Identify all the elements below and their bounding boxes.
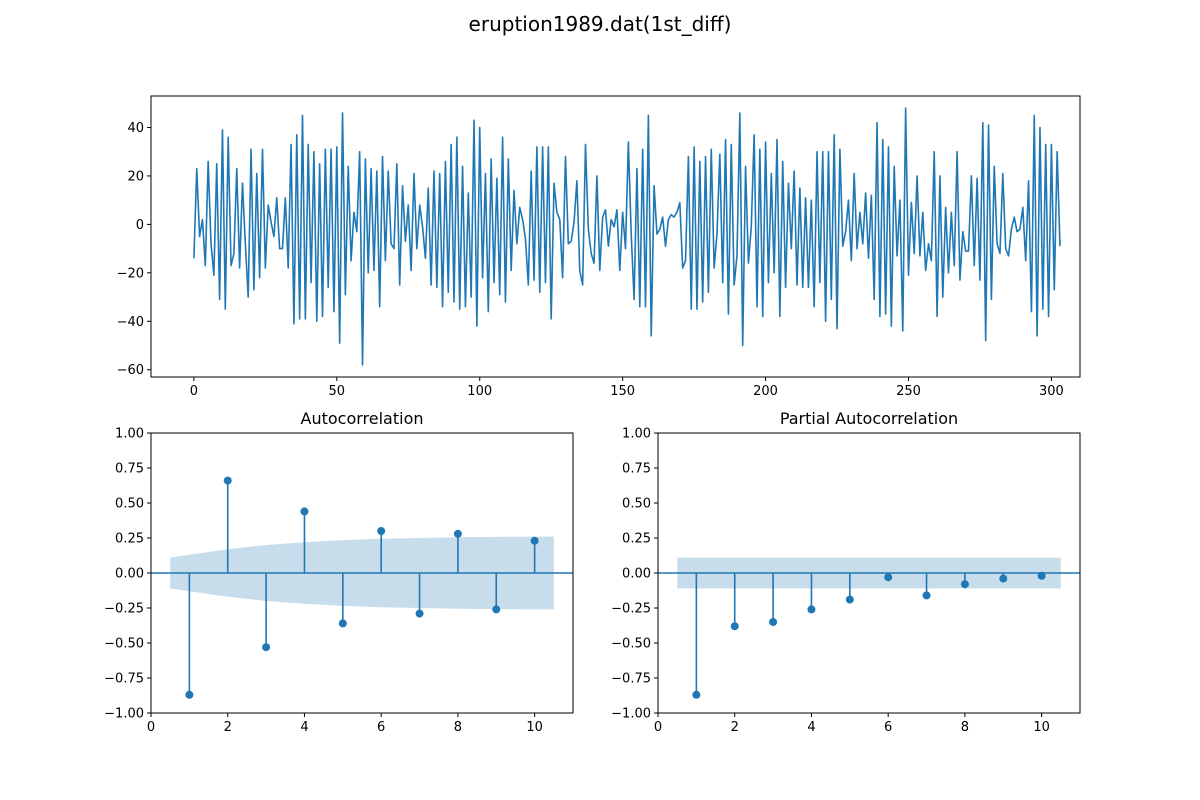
stem-marker <box>807 605 816 614</box>
y-tick-label: −0.50 <box>611 637 651 652</box>
panel-title: Partial Autocorrelation <box>780 409 958 428</box>
x-tick-label: 8 <box>454 720 462 735</box>
y-tick-label: 0.00 <box>115 567 144 582</box>
stem-marker <box>845 595 854 604</box>
acf-panel: 0 2 4 6 8 10 −1.00 −0.75 −0.50 −0.25 0.00 0.25 0.50 0… <box>104 409 574 735</box>
stem-marker <box>730 622 739 631</box>
stem-marker <box>530 536 539 545</box>
y-tick-label: −0.75 <box>611 672 651 687</box>
axes-frame <box>150 432 574 714</box>
y-tick-label: 0.25 <box>622 532 651 547</box>
y-tick-label: −40 <box>117 315 144 330</box>
x-tick-label: 2 <box>731 720 739 735</box>
x-tick-label: 0 <box>190 384 198 399</box>
y-tick-label: 20 <box>127 169 144 184</box>
stem-marker <box>377 527 386 535</box>
x-tick-label: 0 <box>654 720 662 735</box>
x-tick-label: 300 <box>1039 384 1064 399</box>
stem-marker <box>692 690 701 699</box>
y-tick-label: −0.25 <box>104 602 144 617</box>
y-tick-label: 0.50 <box>115 497 144 512</box>
x-tick-label: 150 <box>610 384 635 399</box>
x-tick-label: 2 <box>224 720 232 735</box>
figure-title: eruption1989.dat(1st_diff) <box>468 12 732 36</box>
stem-marker <box>262 643 271 652</box>
y-tick-label: −0.25 <box>611 602 651 617</box>
stem-marker <box>492 605 501 614</box>
stem-marker <box>415 609 424 618</box>
stem-marker <box>769 618 778 626</box>
y-tick-label: −1.00 <box>611 707 651 722</box>
x-tick-label: 4 <box>300 720 308 735</box>
stem-marker <box>1037 571 1046 580</box>
x-tick-label: 6 <box>884 720 892 735</box>
y-tick-label: −60 <box>117 363 144 378</box>
x-tick-label: 50 <box>329 384 346 399</box>
y-tick-label: 40 <box>127 121 144 136</box>
y-tick-label: 0.75 <box>115 462 144 477</box>
stem-marker <box>223 476 232 485</box>
y-tick-label: 1.00 <box>622 427 651 442</box>
stem-marker <box>300 507 309 516</box>
panel-title: Autocorrelation <box>301 409 424 428</box>
x-tick-label: 0 <box>147 720 155 735</box>
y-tick-label: 0.50 <box>622 497 651 512</box>
y-tick-label: −1.00 <box>104 707 144 722</box>
x-tick-label: 100 <box>467 384 492 399</box>
stem-marker <box>960 580 969 589</box>
time-series-panel: 0 50 100 150 200 250 300 −60 −40 −20 0 20 40 <box>117 95 1081 399</box>
stem-marker <box>185 690 194 699</box>
stem-marker <box>338 619 347 628</box>
axes-frame <box>150 95 1081 378</box>
x-tick-label: 10 <box>526 720 543 735</box>
series-line <box>193 107 1061 366</box>
x-tick-label: 200 <box>753 384 778 399</box>
x-tick-label: 4 <box>807 720 815 735</box>
x-tick-label: 8 <box>961 720 969 735</box>
stem-marker <box>453 529 462 538</box>
x-tick-label: 250 <box>896 384 921 399</box>
y-tick-label: 0 <box>136 218 144 233</box>
pacf-panel: 0 2 4 6 8 10 −1.00 −0.75 −0.50 −0.25 0.00 0.25 0.50 0… <box>611 409 1081 735</box>
x-tick-label: 6 <box>377 720 385 735</box>
y-tick-label: 0.25 <box>115 532 144 547</box>
y-tick-label: 1.00 <box>115 427 144 442</box>
y-tick-label: −0.50 <box>104 637 144 652</box>
y-tick-label: −0.75 <box>104 672 144 687</box>
y-tick-label: −20 <box>117 266 144 281</box>
axes-frame <box>657 432 1081 714</box>
y-tick-label: 0.75 <box>622 462 651 477</box>
stem-marker <box>999 574 1008 583</box>
stem-marker <box>922 591 931 600</box>
x-tick-label: 10 <box>1033 720 1050 735</box>
stem-marker <box>884 573 893 582</box>
y-tick-label: 0.00 <box>622 567 651 582</box>
